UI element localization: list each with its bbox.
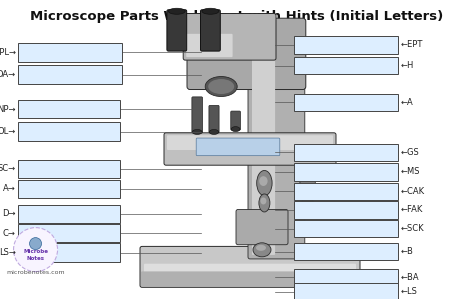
Text: ←FAK: ←FAK xyxy=(401,205,423,214)
Ellipse shape xyxy=(259,194,270,212)
FancyBboxPatch shape xyxy=(231,111,240,130)
Bar xyxy=(294,144,398,161)
Bar xyxy=(18,160,120,178)
Text: D→: D→ xyxy=(2,209,16,218)
FancyBboxPatch shape xyxy=(192,97,202,133)
Bar xyxy=(18,180,120,198)
Text: Microscope Parts Worksheet with Hints (Initial Letters): Microscope Parts Worksheet with Hints (I… xyxy=(30,10,444,23)
Ellipse shape xyxy=(205,77,237,97)
Text: LS→: LS→ xyxy=(0,248,16,257)
Bar xyxy=(18,243,120,262)
Bar xyxy=(18,205,120,223)
Ellipse shape xyxy=(257,170,272,196)
FancyBboxPatch shape xyxy=(196,138,280,156)
Ellipse shape xyxy=(256,245,266,251)
Bar xyxy=(294,183,398,200)
FancyBboxPatch shape xyxy=(141,271,359,286)
Bar xyxy=(18,100,120,118)
Text: DA→: DA→ xyxy=(0,70,16,79)
Bar xyxy=(294,269,398,286)
Ellipse shape xyxy=(210,129,219,135)
Text: ←LS: ←LS xyxy=(401,287,418,296)
Bar xyxy=(18,43,122,62)
Ellipse shape xyxy=(208,79,234,94)
Text: ←CAK: ←CAK xyxy=(401,187,425,196)
Ellipse shape xyxy=(231,126,240,132)
FancyBboxPatch shape xyxy=(183,13,276,60)
FancyBboxPatch shape xyxy=(164,133,336,165)
FancyBboxPatch shape xyxy=(144,264,356,282)
Text: ←A: ←A xyxy=(401,98,413,107)
Bar xyxy=(18,65,122,84)
FancyBboxPatch shape xyxy=(236,210,288,245)
Bar xyxy=(294,220,398,237)
FancyBboxPatch shape xyxy=(187,18,306,89)
Text: ←H: ←H xyxy=(401,61,414,70)
Bar xyxy=(294,283,398,299)
Text: EPL→: EPL→ xyxy=(0,48,16,57)
FancyBboxPatch shape xyxy=(140,246,360,287)
Ellipse shape xyxy=(302,194,313,212)
Ellipse shape xyxy=(202,8,219,14)
FancyBboxPatch shape xyxy=(167,10,187,51)
Ellipse shape xyxy=(260,197,266,205)
Text: ←B: ←B xyxy=(401,247,413,256)
Text: ←BA: ←BA xyxy=(401,273,419,282)
Bar xyxy=(294,243,398,260)
Text: ←MS: ←MS xyxy=(401,167,420,176)
Text: C→: C→ xyxy=(3,229,16,238)
Text: ←EPT: ←EPT xyxy=(401,40,423,49)
Bar xyxy=(18,122,120,141)
Text: A→: A→ xyxy=(3,184,16,193)
FancyBboxPatch shape xyxy=(209,106,219,133)
Text: Microbe: Microbe xyxy=(23,249,48,254)
Bar xyxy=(294,163,398,181)
Text: microbenotes.com: microbenotes.com xyxy=(6,270,65,274)
Ellipse shape xyxy=(253,243,271,257)
Bar xyxy=(18,224,120,242)
Text: ←GS: ←GS xyxy=(401,148,419,157)
FancyBboxPatch shape xyxy=(248,39,305,259)
FancyBboxPatch shape xyxy=(186,34,233,57)
Ellipse shape xyxy=(300,170,315,196)
Bar xyxy=(294,94,398,111)
Ellipse shape xyxy=(168,8,185,14)
FancyBboxPatch shape xyxy=(167,135,333,150)
Circle shape xyxy=(29,238,42,250)
Bar xyxy=(294,36,398,54)
Text: NP→: NP→ xyxy=(0,105,16,114)
Text: Notes: Notes xyxy=(27,256,45,261)
Text: OL→: OL→ xyxy=(0,127,16,136)
FancyBboxPatch shape xyxy=(201,10,220,51)
Text: SC→: SC→ xyxy=(0,164,16,173)
Bar xyxy=(294,201,398,219)
Ellipse shape xyxy=(192,129,202,135)
Ellipse shape xyxy=(259,176,268,186)
FancyBboxPatch shape xyxy=(252,43,275,255)
Bar xyxy=(294,57,398,74)
Circle shape xyxy=(14,228,57,271)
Text: ←SCK: ←SCK xyxy=(401,224,424,233)
